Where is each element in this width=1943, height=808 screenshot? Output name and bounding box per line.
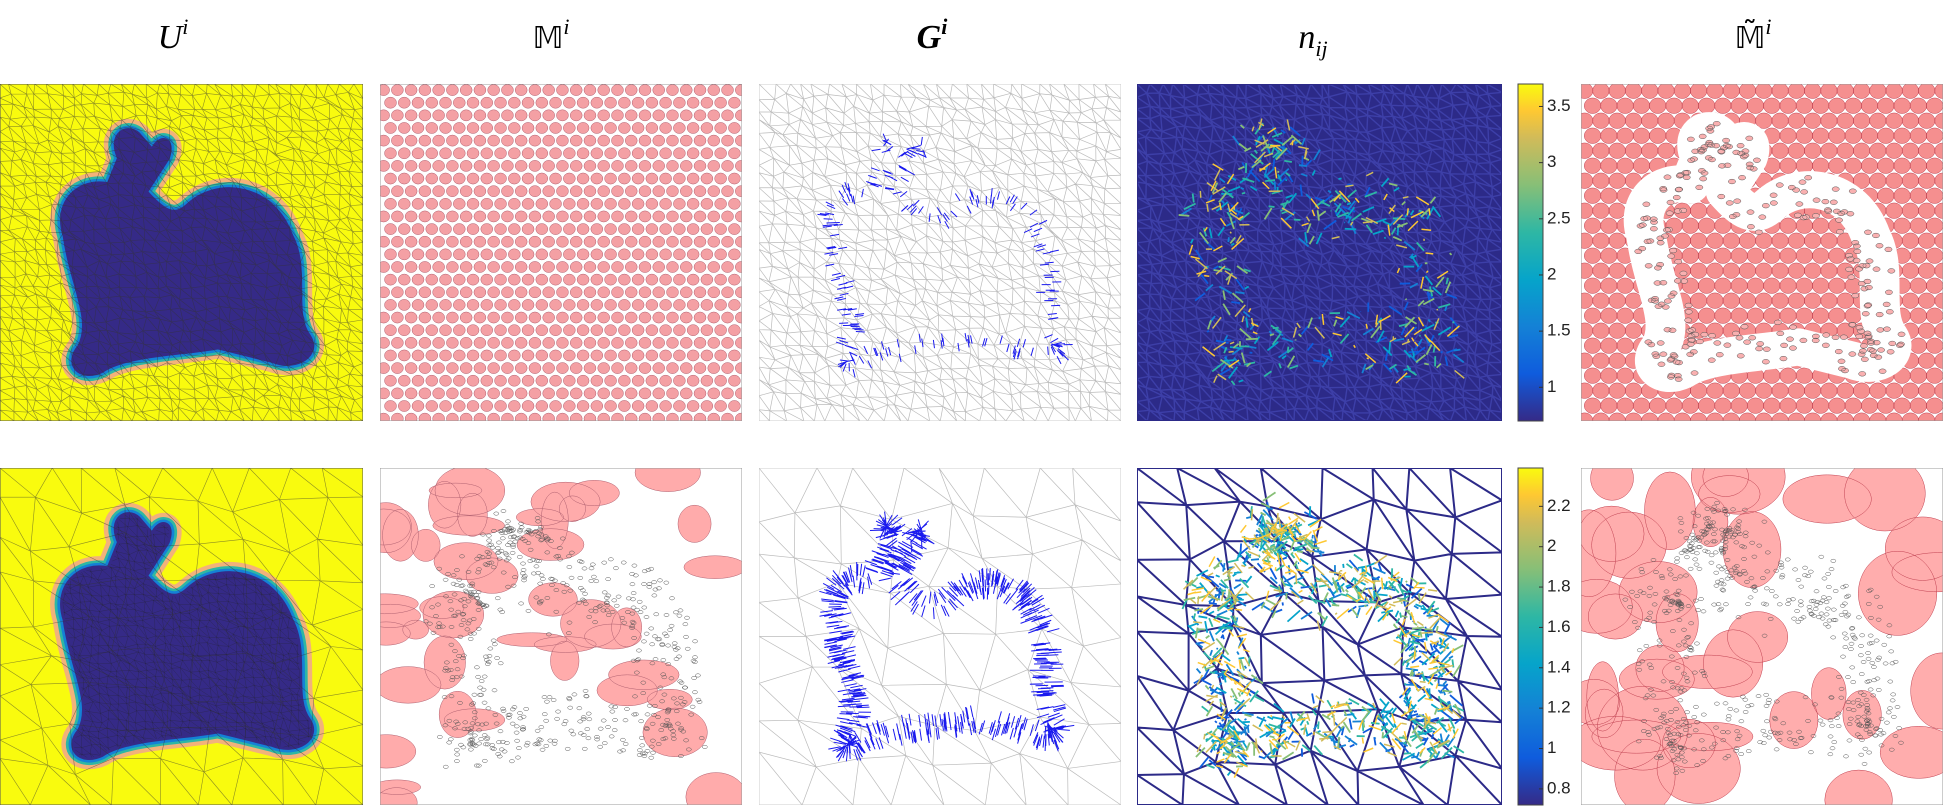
header-main: n (1298, 19, 1315, 56)
header: 𝕄̃i (1735, 14, 1772, 56)
header-sup: i (1765, 14, 1771, 39)
header-sub: ij (1315, 36, 1327, 61)
panel (1137, 84, 1502, 421)
panel (1581, 84, 1943, 421)
metric-ellipses (1623, 501, 1904, 775)
colorbar-tick-label: 3.5 (1547, 96, 1571, 115)
edge-lengths (1188, 502, 1459, 777)
panel (759, 468, 1121, 805)
colorbar-tick-label: 1.6 (1547, 617, 1571, 636)
header-sup: i (563, 14, 569, 39)
metric-ellipses (423, 509, 707, 768)
mesh (0, 84, 363, 421)
edge-lengths (1184, 509, 1461, 767)
header-main: 𝕄̃ (1735, 20, 1766, 56)
mesh (1137, 468, 1502, 805)
header: nij (1298, 19, 1327, 61)
background (759, 468, 1121, 805)
gradient-arrows (817, 134, 1072, 378)
panel (1581, 468, 1943, 805)
colorbar-tick-label: 2 (1547, 536, 1556, 555)
panel (1137, 468, 1502, 805)
background (1581, 468, 1943, 805)
gradient-arrows (819, 512, 1074, 762)
colorbar (1517, 83, 1544, 422)
colorbar-tick-label: 1.4 (1547, 657, 1571, 676)
header-main: G (917, 19, 942, 56)
edge-lengths (1179, 125, 1452, 369)
mesh (759, 84, 1121, 421)
header: Gi (917, 14, 949, 56)
colorbar-tick-label: 0.8 (1547, 778, 1571, 797)
colorbar-tick-label: 2.2 (1547, 496, 1571, 515)
panel (0, 84, 363, 421)
colorbar-tick-label: 1 (1547, 738, 1556, 757)
colorbar-tick-label: 1.8 (1547, 577, 1571, 596)
colorbar-tick-label: 1 (1547, 377, 1556, 396)
header-main: U (158, 19, 185, 56)
edge-lengths (1180, 127, 1463, 373)
metric-ellipses (380, 468, 742, 805)
panel (759, 84, 1121, 421)
header: 𝕄i (533, 14, 570, 56)
header-main: 𝕄 (533, 21, 564, 56)
colorbar-tick-label: 2.5 (1547, 208, 1571, 227)
colorbar-tick-label: 3 (1547, 152, 1556, 171)
metric-ellipses (1581, 468, 1943, 805)
colorbar (1517, 467, 1544, 806)
mesh (0, 468, 363, 805)
metric-ellipses (380, 84, 742, 421)
panel (0, 468, 363, 805)
header-sup: i (941, 14, 948, 39)
colorbar-tick-label: 1.2 (1547, 698, 1571, 717)
header: Ui (158, 14, 189, 56)
header-sup: i (182, 14, 188, 39)
colorbar-tick-label: 2 (1547, 264, 1556, 283)
edge-lengths (1189, 128, 1459, 383)
panel (380, 84, 742, 421)
edge-lengths (1191, 136, 1451, 382)
colorbar-tick-label: 1.5 (1547, 321, 1571, 340)
panel (380, 468, 742, 805)
metric-ellipses (1635, 121, 1905, 381)
